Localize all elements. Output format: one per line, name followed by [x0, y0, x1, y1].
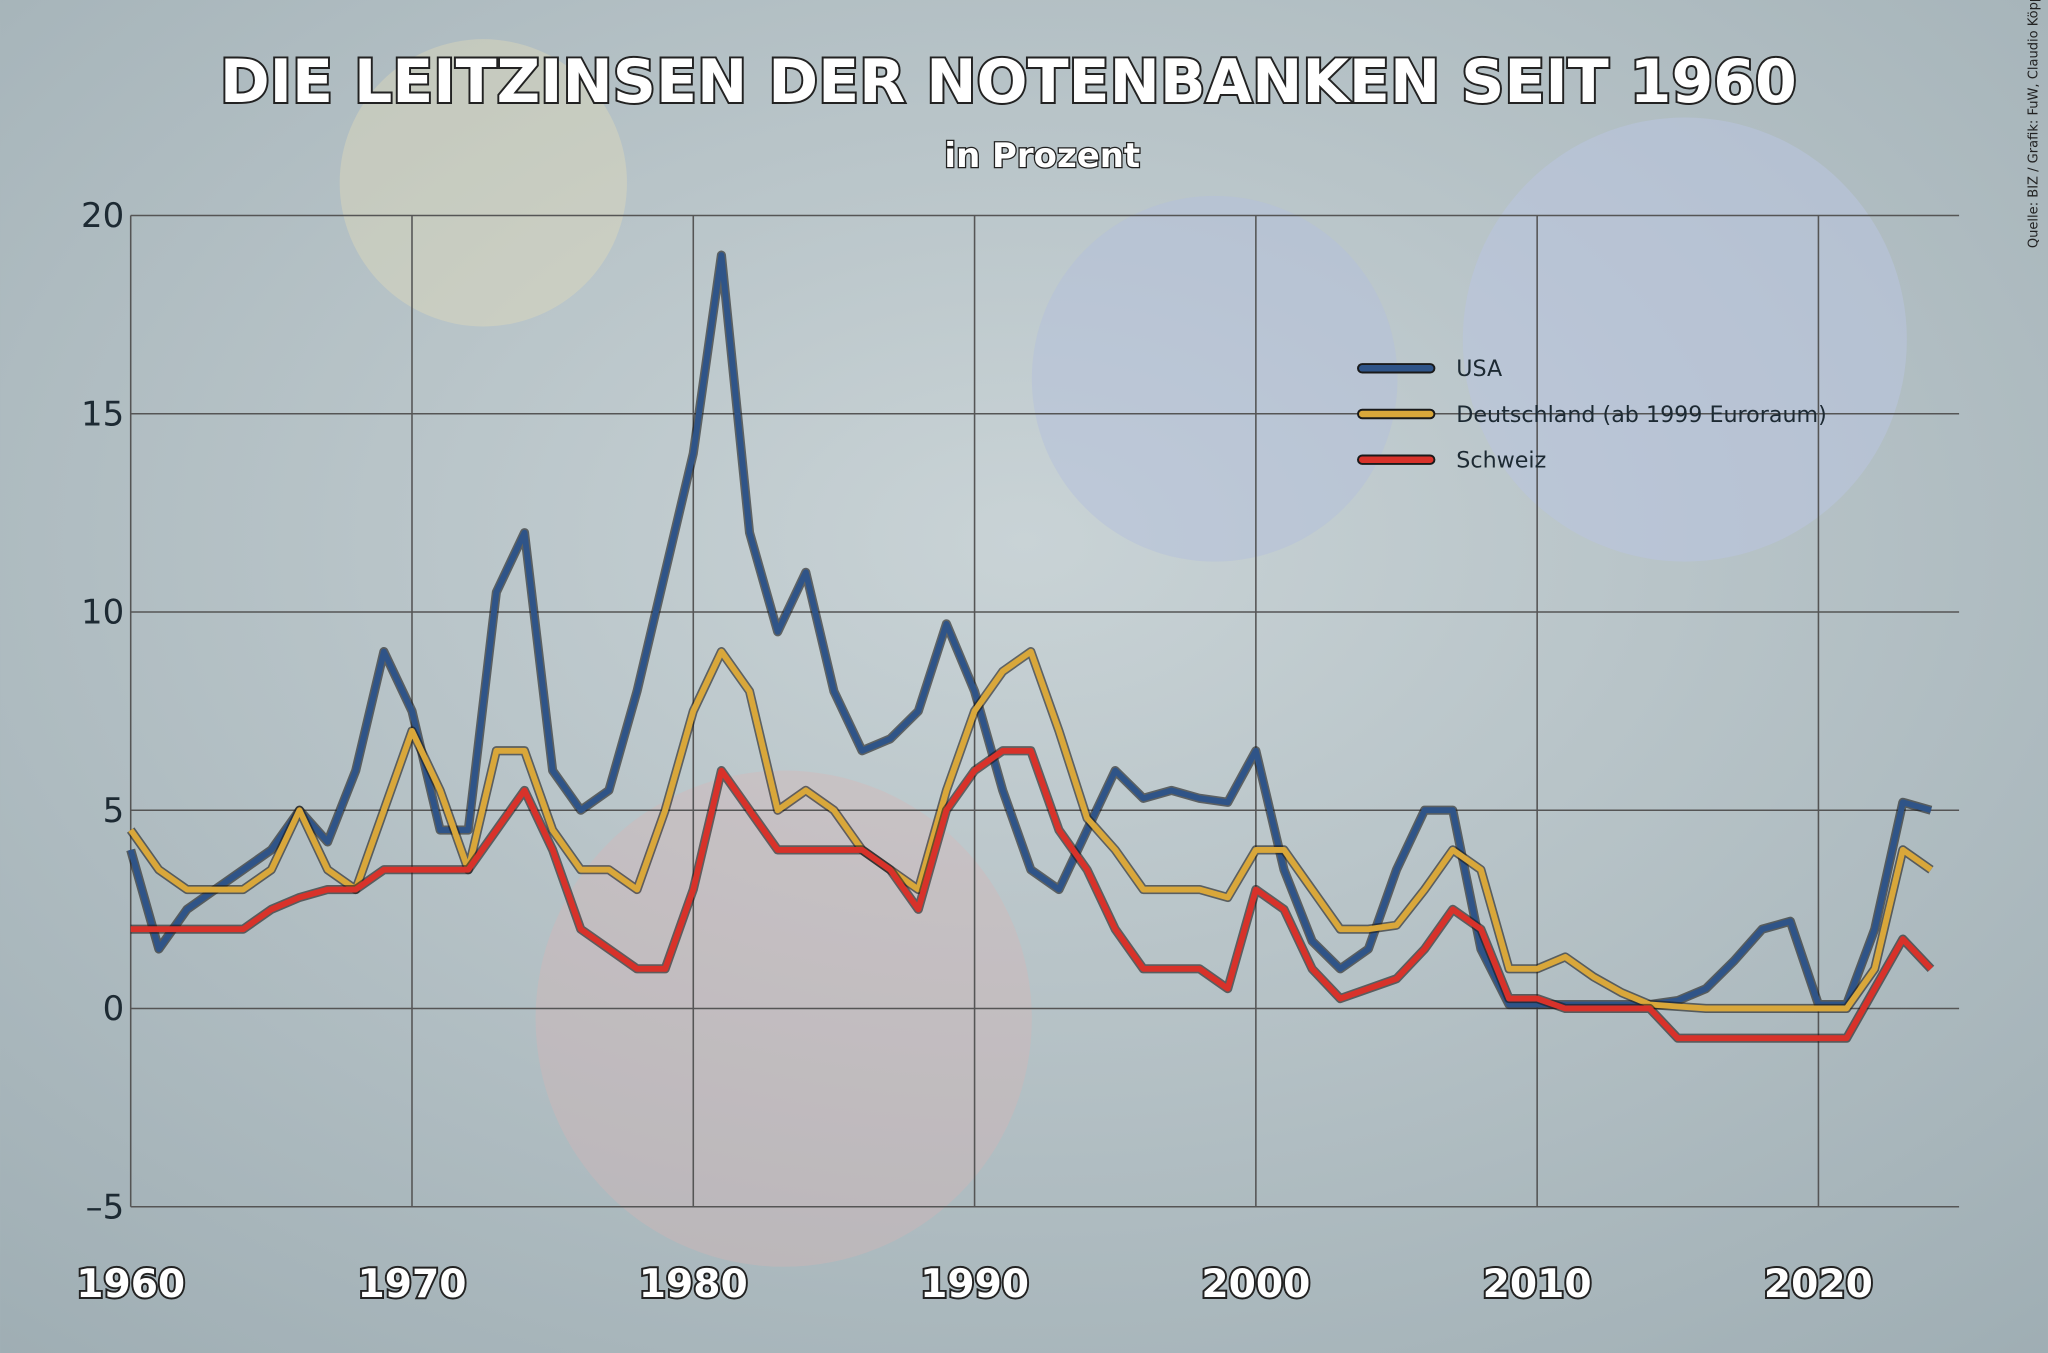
- x-tick-label: 1990: [920, 1262, 1029, 1307]
- x-tick-label: 2020: [1764, 1262, 1873, 1307]
- line: [130, 747, 1934, 1042]
- y-tick-label: 0: [103, 989, 125, 1029]
- line: [128, 648, 1933, 1012]
- x-tick-label: 1960: [76, 1262, 185, 1307]
- source: Quelle: BIZ / Grafik: FuW, Claudio Köppe…: [2026, 0, 2041, 248]
- decor: [1031, 195, 1398, 562]
- decor: [535, 770, 1032, 1267]
- y-tick-label: 15: [81, 394, 124, 434]
- x-tick-label: 2000: [1201, 1262, 1310, 1307]
- chart-title: DIE LEITZINSEN DER NOTENBANKEN SEIT 1960: [220, 47, 1797, 117]
- x-tick-label: 2010: [1483, 1262, 1592, 1307]
- legend-label: USA: [1456, 356, 1502, 382]
- y-tick-label: 10: [81, 593, 124, 633]
- y-tick-label: –5: [86, 1187, 125, 1227]
- legend-label: Schweiz: [1456, 448, 1546, 474]
- legend-label: Deutschland (ab 1999 Euroraum): [1456, 402, 1827, 428]
- y-tick-label: 20: [81, 196, 124, 236]
- x-tick-label: 1980: [639, 1262, 748, 1307]
- y-tick-label: 5: [103, 791, 125, 831]
- chart-subtitle: in Prozent: [944, 136, 1140, 176]
- x-tick-label: 1970: [358, 1262, 467, 1307]
- decor: [1462, 117, 1907, 562]
